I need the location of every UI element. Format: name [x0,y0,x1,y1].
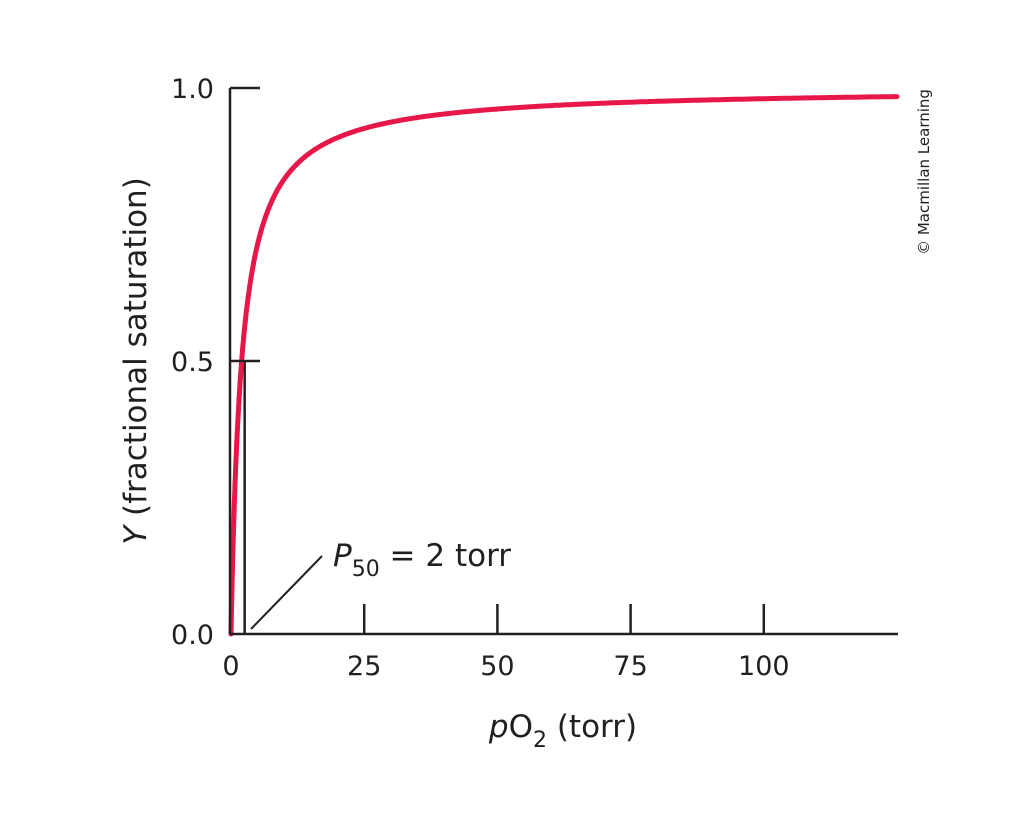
annotation-leader-line [250,555,323,630]
y-tick-label: 1.0 [171,74,214,105]
x-tick-label: 75 [613,651,647,682]
x-axis-label: pO2 (torr) [488,709,637,753]
annotation-label: P50 = 2 torr [333,538,511,582]
y-tick-label: 0.5 [171,347,214,378]
x-tick-label: 0 [222,651,239,682]
y-tick-label: 0.0 [171,620,214,651]
saturation-curve [228,94,900,637]
x-tick-label: 50 [480,651,514,682]
x-tick-label: 25 [347,651,381,682]
y-axis-label: Y (fractional saturation) [118,177,154,545]
copyright-watermark: © Macmillan Learning [915,89,933,255]
x-tick-label: 100 [738,651,790,682]
